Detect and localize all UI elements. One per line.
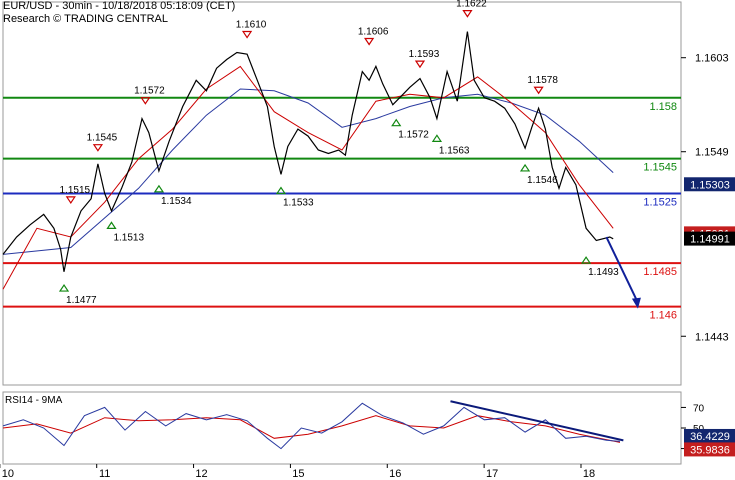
price-badge-label-2: 1.14991 xyxy=(690,234,730,246)
high-label-10: 1.1593 xyxy=(409,49,440,60)
low-label-7: 1.1533 xyxy=(283,198,314,209)
rsi-panel: RSI14 - 9MA70503036.422935.9836101112151… xyxy=(0,391,735,480)
rsi-panel-frame xyxy=(2,391,682,465)
rsi-trendline xyxy=(450,400,624,442)
chart-source: Research © TRADING CENTRAL xyxy=(3,13,168,25)
high-label-2: 1.1545 xyxy=(87,133,118,144)
high-marker-13 xyxy=(533,86,544,95)
level-label-0: 1.158 xyxy=(649,101,677,113)
y-tick-label-1: 1.1549 xyxy=(695,147,729,159)
low-marker-5 xyxy=(153,184,165,193)
x-tick-label-1: 11 xyxy=(99,468,110,480)
rsi-title: RSI14 - 9MA xyxy=(5,395,63,406)
price-badge-2 xyxy=(684,231,735,246)
high-marker-12 xyxy=(462,10,473,18)
high-marker-6 xyxy=(241,30,253,39)
low-marker-15 xyxy=(580,256,592,264)
low-label-14: 1.1546 xyxy=(527,175,558,186)
low-marker-14 xyxy=(519,163,531,172)
high-label-13: 1.1578 xyxy=(527,75,558,86)
low-label-3: 1.1513 xyxy=(113,232,144,243)
low-label-15: 1.1493 xyxy=(588,267,619,278)
price-badge-0 xyxy=(684,177,735,192)
low-label-9: 1.1572 xyxy=(398,130,429,141)
level-label-2: 1.1525 xyxy=(643,197,677,209)
rsi-badge-1 xyxy=(684,442,735,457)
high-marker-0 xyxy=(65,196,76,204)
high-label-0: 1.1515 xyxy=(60,185,91,196)
high-label-12: 1.1622 xyxy=(456,0,487,10)
price-panel: 1.1603 1.1549 1.1443 1.158 1.1545 1.1525 1.148… xyxy=(2,0,735,386)
rsi-badge-0 xyxy=(684,428,735,443)
chart-title: EUR/USD - 30min - 10/18/2018 05:18:09 (C… xyxy=(3,0,236,12)
high-label-6: 1.1610 xyxy=(236,20,267,31)
projection-arrow-head xyxy=(631,297,641,309)
ma-fast-line xyxy=(2,65,614,290)
price-badge-label-0: 1.15303 xyxy=(690,179,730,191)
level-label-1: 1.1545 xyxy=(643,162,677,174)
low-marker-7 xyxy=(275,186,287,195)
x-tick-label-5: 17 xyxy=(486,468,498,480)
high-marker-4 xyxy=(140,97,151,105)
x-tick-label-2: 12 xyxy=(195,468,207,480)
rsi-y-tick-label-0: 70 xyxy=(693,403,705,414)
low-label-11: 1.1563 xyxy=(439,145,470,156)
high-marker-8 xyxy=(363,37,375,46)
rsi-line xyxy=(2,402,621,450)
projection-arrow-shaft xyxy=(605,236,638,302)
low-marker-1 xyxy=(58,283,70,292)
rsi-badge-label-0: 36.4229 xyxy=(690,431,730,443)
price-line xyxy=(2,31,614,272)
low-label-1: 1.1477 xyxy=(66,295,97,306)
low-label-5: 1.1534 xyxy=(161,196,192,207)
low-marker-3 xyxy=(106,221,117,229)
x-tick-label-3: 15 xyxy=(292,468,304,480)
y-tick-label-0: 1.1603 xyxy=(695,53,729,65)
level-label-3: 1.1485 xyxy=(643,266,677,278)
high-marker-10 xyxy=(414,60,426,69)
high-label-4: 1.1572 xyxy=(134,86,165,97)
low-marker-9 xyxy=(391,118,402,127)
x-tick-label-4: 16 xyxy=(389,468,401,480)
x-tick-label-6: 18 xyxy=(583,468,595,480)
level-label-4: 1.146 xyxy=(649,310,677,322)
rsi-badge-label-1: 35.9836 xyxy=(690,444,730,456)
high-label-8: 1.1606 xyxy=(358,26,389,37)
high-marker-2 xyxy=(92,144,104,152)
rsi-ma-line xyxy=(2,415,621,443)
y-tick-label-2: 1.1443 xyxy=(695,331,729,343)
ma-slow-line xyxy=(2,88,614,255)
low-marker-11 xyxy=(431,134,443,142)
x-tick-label-0: 10 xyxy=(2,468,14,480)
